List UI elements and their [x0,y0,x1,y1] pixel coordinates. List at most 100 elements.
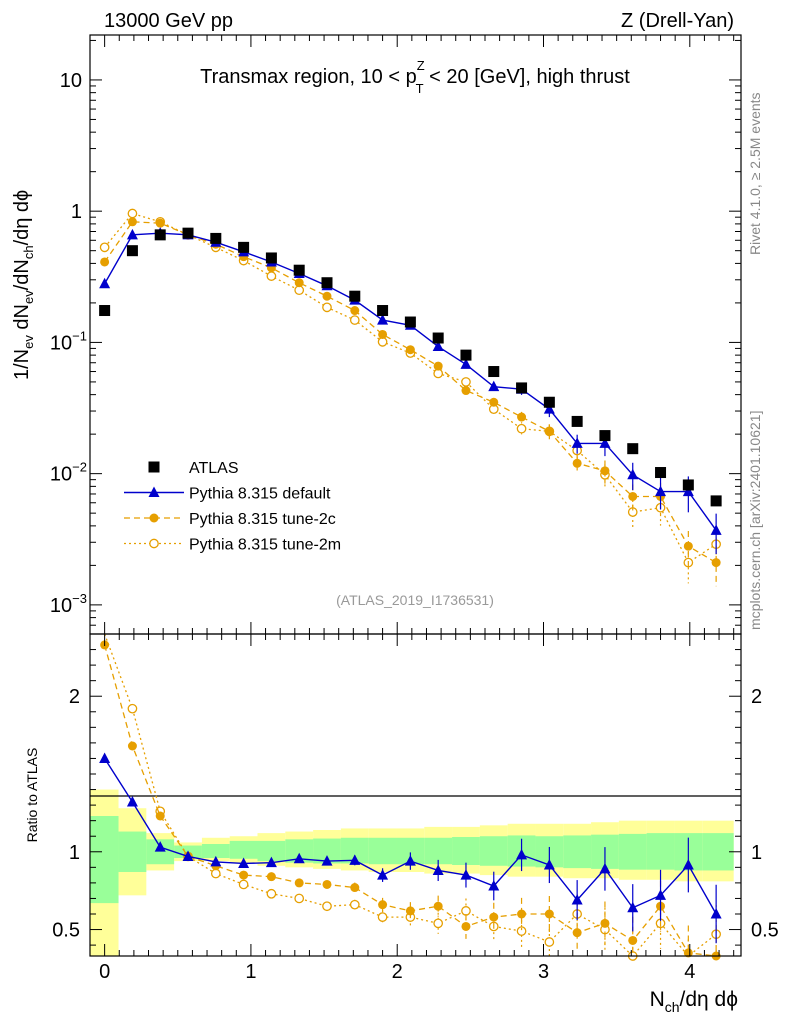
band-stat [368,837,397,865]
ratio-point-default [154,841,166,852]
ratio-ytick-label: 1 [69,842,80,864]
main-point-tune2c [405,345,415,355]
main-point-data [321,277,333,289]
main-title: Transmax region, 10 < pZ T < 20 [GeV], hi… [200,58,630,96]
analysis-watermark: (ATLAS_2019_I1736531) [336,592,494,608]
legend-marker-default [148,486,160,497]
main-ytick-label: 10−1 [50,328,87,354]
ratio-ytick-label-right: 1 [751,842,762,864]
main-point-data [655,467,667,479]
ratio-point-default [321,855,333,866]
main-point-tune2c [155,218,165,228]
title-sup: Z [417,58,425,73]
ratio-point-default [126,796,138,807]
main-point-data [571,415,583,427]
main-point-data [599,430,611,442]
main-point-default [99,277,111,289]
main-point-default [571,437,583,448]
main-point-tune2c [544,426,554,436]
band-stat [118,831,147,872]
ratio-point-tune2c [350,883,360,893]
main-point-default [682,485,694,497]
legend-label: Pythia 8.315 tune-2m [189,537,341,554]
ratio-point-tune2c [294,878,304,888]
ratio-xtick-label: 0 [99,961,110,983]
rivet-version-text: Rivet 4.1.0, ≥ 2.5M events [747,92,763,255]
ratio-point-default [99,752,111,763]
ratio-point-tune2m [210,868,221,879]
main-frame [89,34,742,635]
band-stat [479,836,508,866]
ratio-point-tune2m [127,703,138,714]
ratio-point-default [710,908,722,919]
main-ylabel: 1/Nev dNev/dNch/dη dϕ [11,190,36,380]
main-point-default [460,358,472,369]
ratio-line-tune2m [104,633,717,957]
band-stat [646,833,675,870]
band-stat [90,816,119,904]
main-point-tune2c [127,217,137,227]
ratio-point-tune2c [489,912,499,922]
main-point-default [655,485,667,497]
main-point-data [488,366,500,378]
main-point-data [460,349,472,361]
main-point-tune2m [127,208,138,219]
header-right: Z (Drell-Yan) [621,10,734,32]
ratio-point-default [516,848,528,860]
ratio-point-tune2m [322,901,332,912]
ratio-frame [89,633,742,957]
main-ytick-label: 10−3 [50,591,87,617]
main-point-default [126,228,138,240]
main-point-tune2m [516,423,527,434]
ratio-point-default [655,889,667,900]
ratio-point-default [210,855,222,867]
ratio-point-tune2c [378,900,388,910]
ratio-point-tune2c [544,909,554,919]
ratio-point-default [293,852,305,864]
ratio-point-default [349,854,361,865]
ratio-point-tune2m [377,912,388,922]
band-stat [702,833,734,871]
legend-marker-tune2c [149,513,159,523]
legend-label: Pythia 8.315 tune-2c [189,511,336,528]
ratio-point-tune2c [517,909,527,919]
main-point-default [543,403,555,414]
main-point-tune2c [433,361,443,371]
main-ytick-label: 10 [60,70,82,92]
main-point-tune2c [489,397,499,407]
main-point-tune2c [461,386,471,396]
band-stat [452,837,480,865]
ratio-ylabel: Ratio to ATLAS [24,748,40,843]
ratio-ytick-label: 2 [69,686,80,708]
main-point-data [432,332,444,344]
main-point-default [488,380,500,392]
main-point-data [710,495,722,507]
ratio-xtick-label: 3 [538,961,549,983]
ratio-axis-ticks: 2 2 1 1 0.5 0.5 0 1 2 3 4 [52,634,779,983]
main-point-tune2m [461,377,471,387]
band-stat [229,840,258,859]
ratio-point-default [627,901,639,913]
main-point-data [210,232,222,244]
ratio-xlabel: Nch/dη dϕ [650,988,738,1015]
main-point-default [710,524,722,535]
main-point-data [404,316,416,328]
main-point-tune2c [322,291,332,301]
ratio-uncertainty-bands [90,789,734,956]
legend-marker-tune2m [149,538,159,549]
ratio-point-default [265,856,277,868]
main-point-tune2m [99,242,110,253]
main-point-data [349,290,361,302]
main-point-tune2c [100,257,110,267]
main-axis-ticks: 10 1 10−1 10−2 10−3 [50,35,741,635]
band-stat [257,840,286,862]
main-point-tune2c [294,278,304,288]
main-point-data [182,227,194,239]
ratio-point-default [182,850,194,861]
ratio-series-layer [99,633,722,961]
main-point-tune2c [683,541,693,551]
ratio-point-default [404,855,416,866]
legend: ATLAS Pythia 8.315 default Pythia 8.315 tu… [124,460,341,554]
ratio-point-default [488,880,500,891]
